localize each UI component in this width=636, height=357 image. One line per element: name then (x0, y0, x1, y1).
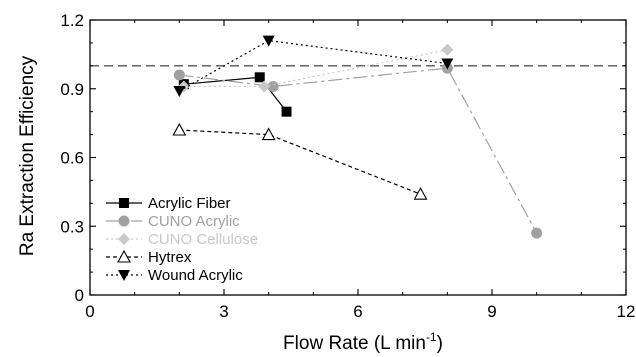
x-axis-label: Flow Rate (L min-1) (283, 330, 443, 354)
data-point (441, 43, 454, 56)
y-tick-label: 0.9 (60, 80, 84, 99)
series-line (179, 67, 538, 234)
series-5 (173, 35, 454, 98)
legend-swatch-marker (119, 198, 129, 208)
x-axis-label-main: Flow Rate (L min (283, 333, 426, 354)
data-point (173, 86, 186, 98)
x-tick-label: 9 (487, 302, 496, 321)
x-tick-label: 3 (219, 302, 228, 321)
series-4 (172, 122, 428, 200)
y-tick-label: 0.6 (60, 149, 84, 168)
data-point (261, 127, 276, 141)
legend-swatch-marker (118, 233, 130, 245)
legend-label: Wound Acrylic (148, 267, 243, 284)
data-point (173, 69, 185, 81)
y-tick-label: 0 (75, 286, 84, 305)
legend-label: CUNO Acrylic (148, 213, 240, 230)
x-axis-label-superscript: -1 (426, 330, 437, 344)
x-axis-label-close: ) (437, 333, 443, 354)
series-3 (177, 43, 454, 93)
data-point (267, 80, 279, 92)
data-point (262, 35, 275, 47)
legend-swatch-marker (118, 215, 130, 227)
data-point (413, 187, 428, 200)
data-point (281, 106, 292, 117)
series-line (179, 129, 421, 195)
axes-layer: 0 3 6 9 12 0 0.3 0.6 0.9 1.2 (60, 11, 635, 321)
legend-item-5: Wound Acrylic (106, 267, 243, 284)
legend-label: CUNO Cellulose (148, 231, 258, 248)
data-point (172, 122, 187, 136)
series-1 (178, 72, 292, 117)
legend-item-1: Acrylic Fiber (106, 195, 231, 212)
x-tick-label: 12 (617, 302, 636, 321)
legend-label: Acrylic Fiber (148, 195, 231, 212)
x-tick-label: 6 (353, 302, 362, 321)
data-point (531, 227, 543, 239)
y-tick-label: 0.3 (60, 217, 84, 236)
legend-swatch-marker (117, 249, 131, 263)
data-point (254, 72, 265, 83)
y-tick-label: 1.2 (60, 11, 84, 30)
plot-layer (90, 35, 626, 239)
data-point (441, 58, 454, 70)
data-point (258, 80, 271, 93)
legend-label: Hytrex (148, 249, 192, 266)
legend-item-4: Hytrex (106, 249, 192, 266)
legend-item-2: CUNO Acrylic (106, 213, 240, 230)
y-axis-label: Ra Extraction Efficiency (17, 55, 38, 256)
x-tick-label: 0 (85, 302, 94, 321)
legend-item-3: CUNO Cellulose (106, 231, 258, 248)
series-2 (173, 62, 543, 239)
legend-swatch-marker (118, 270, 130, 281)
